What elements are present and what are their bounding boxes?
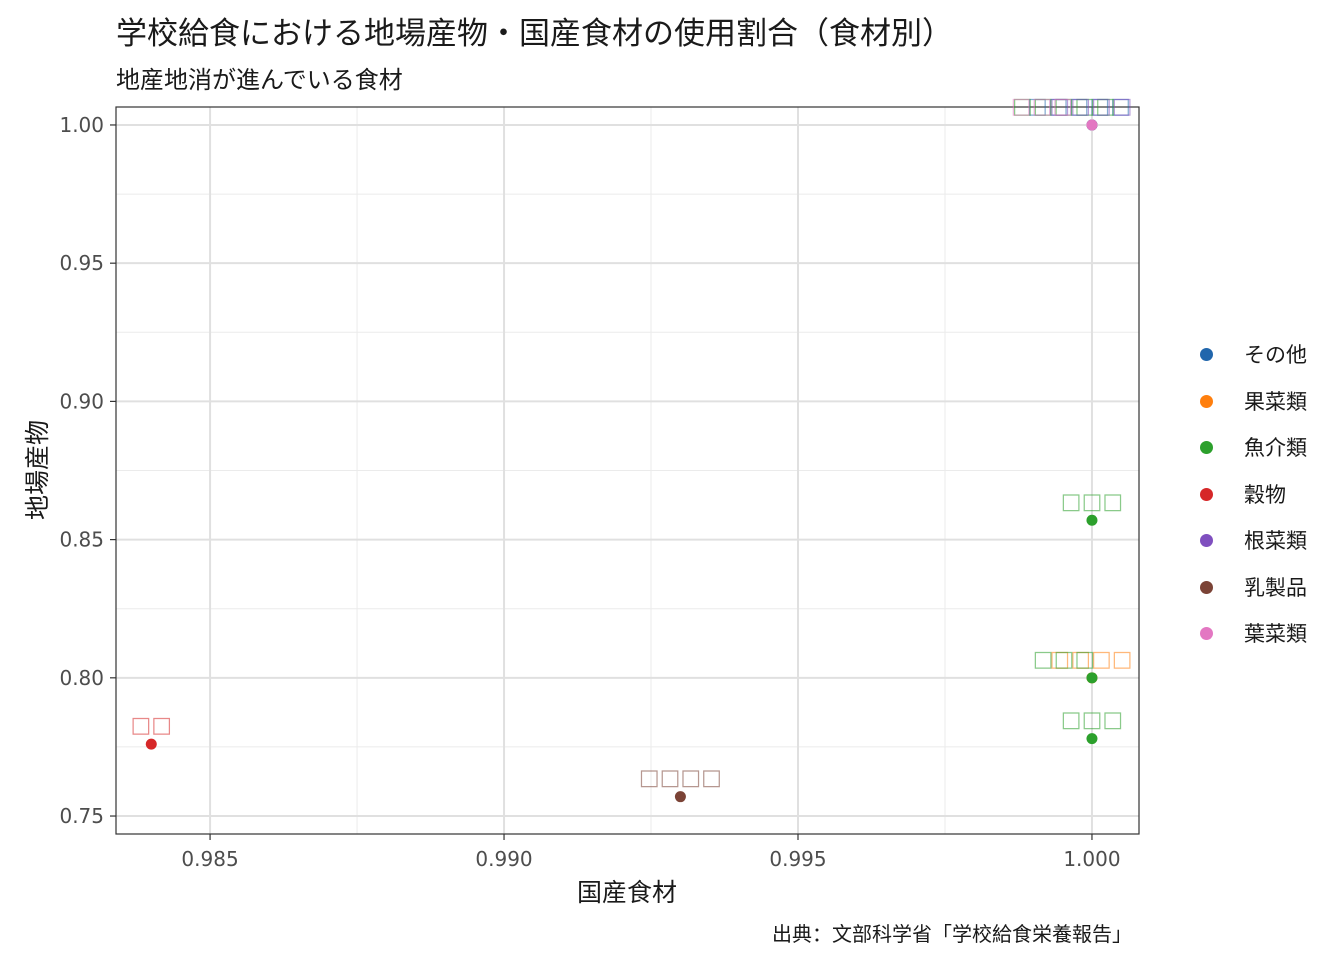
legend-label: 果菜類 [1244, 389, 1307, 414]
point-label: □□□□ [1049, 647, 1132, 672]
x-tick-label: 0.995 [769, 847, 826, 871]
legend-marker [1200, 487, 1213, 501]
chart-caption: 出典：文部科学省「学校給食栄養報告」 [772, 922, 1132, 946]
data-point [1086, 119, 1098, 131]
major-gridlines [116, 107, 1139, 834]
legend-marker [1200, 627, 1213, 640]
point-label: □□□ [1033, 647, 1095, 672]
x-tick-label: 0.985 [181, 847, 238, 871]
y-tick-label: 0.95 [59, 251, 104, 275]
data-point [1086, 514, 1098, 526]
point-label: □□□□ [1049, 94, 1132, 119]
point-label: □□□ [1061, 489, 1123, 514]
x-axis: 0.985 0.990 0.995 1.000 [181, 834, 1121, 871]
point-label: □□□□ [639, 766, 722, 791]
data-points [145, 119, 1098, 803]
y-axis-title: 地場産物 [23, 420, 52, 520]
legend-marker [1200, 580, 1213, 594]
plot-border [115, 106, 1140, 835]
chart-title: 学校給食における地場産物・国産食材の使用割合（食材別） [116, 16, 953, 52]
data-point [145, 738, 157, 750]
point-label: □□□ [1011, 94, 1073, 119]
data-point [674, 791, 686, 803]
y-tick-label: 0.85 [59, 528, 104, 552]
y-axis: 0.75 0.80 0.85 0.90 0.95 1.00 [59, 113, 116, 828]
legend-label: 魚介類 [1244, 436, 1307, 460]
legend-label: 葉菜類 [1244, 622, 1307, 646]
x-tick-label: 0.990 [475, 847, 532, 871]
y-tick-label: 0.80 [59, 666, 104, 690]
x-tick-label: 1.000 [1063, 847, 1120, 871]
point-label: □□ [130, 713, 172, 738]
minor-gridlines [116, 107, 1139, 834]
legend-marker [1200, 534, 1213, 547]
data-point [1086, 733, 1098, 745]
point-label: □□□□□ [1027, 94, 1131, 119]
legend-label: 乳製品 [1244, 575, 1307, 600]
legend-marker [1200, 348, 1213, 361]
chart-subtitle: 地産地消が進んでいる食材 [116, 66, 403, 94]
point-labels: □□□□□□□□□□□□□□□□□□□□□□□□□□□□□□□□□□□□ [130, 94, 1132, 791]
y-tick-label: 1.00 [59, 113, 104, 137]
legend-label: その他 [1244, 343, 1307, 367]
legend-marker [1200, 441, 1213, 454]
legend-label: 根菜類 [1244, 529, 1307, 553]
point-label: □□□ [1061, 708, 1123, 733]
x-axis-title: 国産食材 [577, 878, 677, 907]
y-tick-label: 0.75 [59, 804, 104, 828]
y-tick-label: 0.90 [59, 389, 104, 413]
point-label: □□□□□ [1012, 94, 1116, 119]
legend-label: 穀物 [1244, 482, 1286, 507]
data-point [1086, 672, 1098, 684]
legend-marker [1200, 394, 1213, 408]
